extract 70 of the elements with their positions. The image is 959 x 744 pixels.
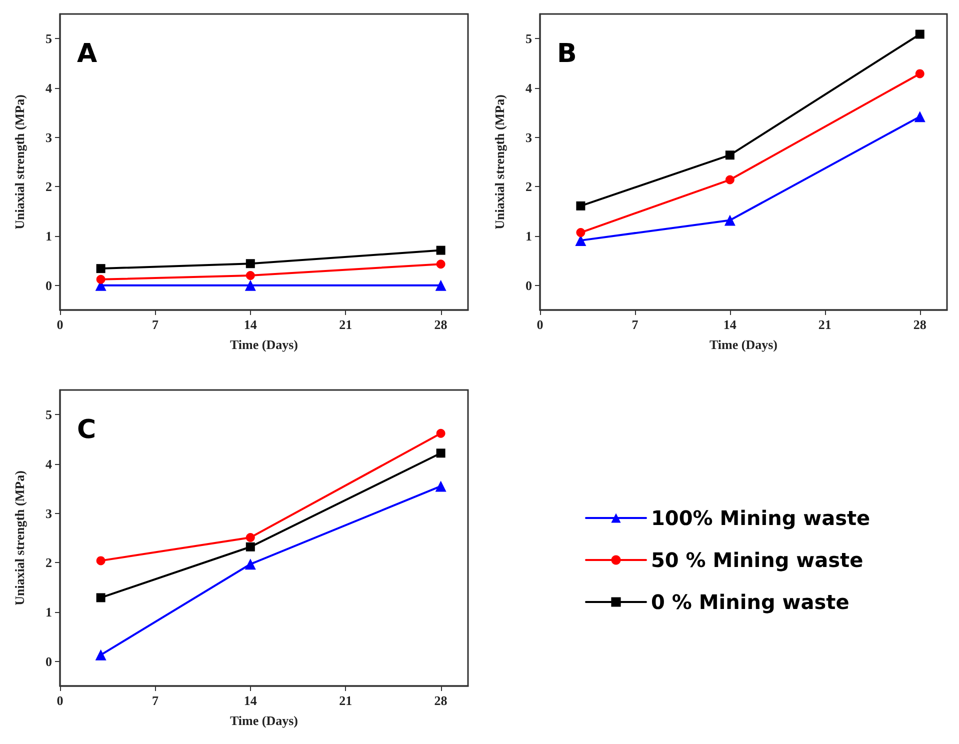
point xyxy=(96,556,106,566)
text: B xyxy=(557,39,577,69)
point xyxy=(724,214,736,226)
y-tick-label: 2 xyxy=(46,555,52,570)
y-tick-label: 1 xyxy=(46,604,52,620)
point xyxy=(576,201,586,210)
point xyxy=(914,111,926,122)
x-tick-label: 21 xyxy=(339,317,352,332)
point xyxy=(915,30,924,39)
y-tick-label: 1 xyxy=(526,228,532,244)
point xyxy=(96,264,106,274)
x-axis-title: Time (Days) xyxy=(230,337,298,352)
y-tick-label: 5 xyxy=(46,31,52,46)
x-tick-label: 0 xyxy=(536,317,544,332)
y-tick-label: 5 xyxy=(526,31,532,46)
x-tick-label: 28 xyxy=(434,693,448,708)
point xyxy=(576,228,586,238)
y-tick-label: 4 xyxy=(46,456,52,472)
text: A xyxy=(77,39,98,69)
text: C xyxy=(77,415,96,445)
x-axis-title: Time (Days) xyxy=(230,713,298,728)
x-tick-label: 28 xyxy=(913,317,927,332)
point xyxy=(435,280,446,291)
y-tick-label: 3 xyxy=(526,130,532,145)
x-tick-label: 0 xyxy=(56,317,64,332)
y-tick-label: 3 xyxy=(46,506,52,521)
point xyxy=(246,542,255,552)
y-axis-title: Uniaxial strength (MPa) xyxy=(492,94,507,230)
x-tick-label: 7 xyxy=(152,317,159,332)
point xyxy=(96,593,106,602)
legend-label: 50 % Mining waste xyxy=(651,548,864,572)
x-tick-label: 7 xyxy=(632,317,639,332)
y-tick-label: 1 xyxy=(46,228,52,244)
x-tick-label: 14 xyxy=(723,317,737,332)
point xyxy=(436,246,446,255)
x-tick-label: 0 xyxy=(56,693,64,708)
point xyxy=(246,533,255,542)
x-tick-label: 21 xyxy=(818,317,832,332)
point xyxy=(725,150,734,160)
y-tick-label: 0 xyxy=(526,278,532,293)
point xyxy=(436,260,446,269)
y-axis-title: Uniaxial strength (MPa) xyxy=(12,470,27,606)
y-tick-label: 0 xyxy=(46,278,52,293)
y-axis-title: Uniaxial strength (MPa) xyxy=(12,94,27,230)
x-tick-label: 14 xyxy=(244,693,258,708)
point xyxy=(435,480,446,492)
point xyxy=(244,558,256,570)
y-tick-label: 0 xyxy=(46,654,52,669)
point xyxy=(436,428,446,438)
y-tick-label: 3 xyxy=(46,130,52,145)
y-tick-label: 2 xyxy=(526,179,532,194)
point xyxy=(436,448,446,458)
x-axis-title: Time (Days) xyxy=(709,337,778,352)
point xyxy=(96,274,106,284)
y-tick-label: 4 xyxy=(46,80,52,96)
y-tick-label: 4 xyxy=(526,80,532,96)
x-tick-label: 14 xyxy=(244,317,258,332)
y-tick-label: 2 xyxy=(46,179,52,194)
point xyxy=(244,280,256,291)
point xyxy=(246,270,255,280)
legend-label: 0 % Mining waste xyxy=(651,590,850,614)
x-tick-label: 21 xyxy=(339,693,352,708)
point xyxy=(725,175,734,184)
y-tick-label: 5 xyxy=(46,407,52,422)
point xyxy=(246,259,255,268)
x-tick-label: 7 xyxy=(152,693,159,708)
point xyxy=(95,649,106,660)
legend-label: 100% Mining waste xyxy=(651,506,870,530)
point xyxy=(915,69,924,78)
x-tick-label: 28 xyxy=(434,317,448,332)
